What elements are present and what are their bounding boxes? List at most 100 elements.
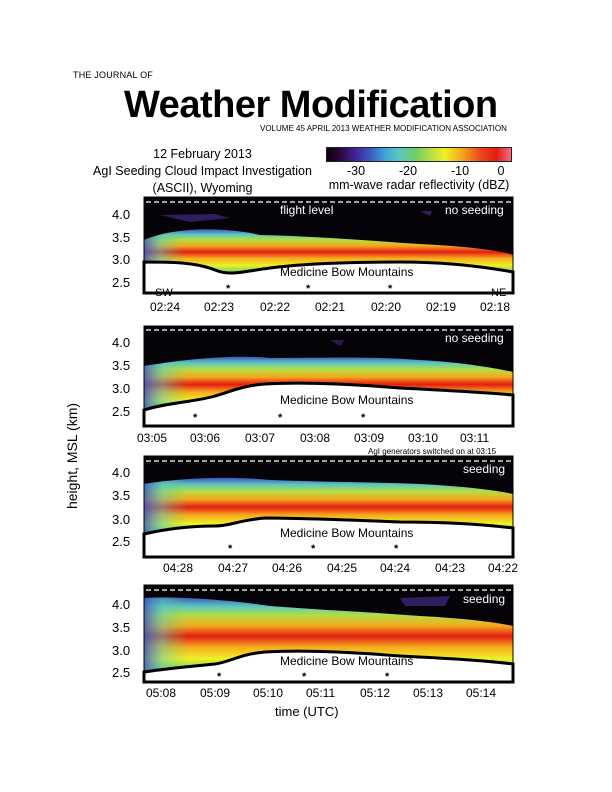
x-tick-label: 03:06 (190, 431, 220, 445)
seeding-marker: * (388, 283, 393, 295)
echo-tops (160, 211, 432, 222)
seeding-marker: * (385, 671, 390, 683)
panel-frame (143, 584, 514, 683)
colorbar-legend: -30 -20 -10 0 mm-wave radar reflectivity… (326, 147, 512, 192)
x-tick-label: 04:28 (163, 561, 193, 575)
x-tick-label: 03:05 (137, 431, 167, 445)
x-tick-label: 02:23 (204, 300, 234, 314)
colorbar-tick: 0 (497, 164, 505, 178)
y-tick-label: 4.0 (112, 207, 130, 222)
x-tick-label: 03:10 (408, 431, 438, 445)
x-tick-label: 03:07 (245, 431, 275, 445)
caption-date: 12 February 2013 (153, 147, 252, 161)
x-tick-label: 04:23 (435, 561, 465, 575)
colorbar-label: mm-wave radar reflectivity (dBZ) (328, 178, 510, 192)
x-tick-label: 04:27 (218, 561, 248, 575)
radar-panel-2: no seeding Medicine Bow Mountains * * * … (112, 325, 515, 456)
mountain-label: Medicine Bow Mountains (280, 526, 413, 540)
x-tick-label: 05:14 (466, 686, 496, 700)
x-tick-label: 02:20 (371, 300, 401, 314)
x-tick-label: 03:08 (300, 431, 330, 445)
x-tick-label: 05:13 (413, 686, 443, 700)
y-tick-label: 3.0 (112, 252, 130, 267)
x-tick-label: 02:18 (480, 300, 510, 314)
radar-panel-3: seeding Medicine Bow Mountains * * * 4.0… (112, 455, 518, 575)
colorbar-tick: -20 (398, 164, 418, 178)
echo-tops (330, 340, 345, 346)
generator-note: AgI generators switched on at 03:15 (368, 447, 497, 456)
flight-level-label: flight level (280, 203, 333, 217)
seeding-marker: * (226, 283, 231, 295)
terrain (142, 260, 515, 295)
y-tick-label: 3.0 (112, 381, 130, 396)
radar-panel-1: flight level no seeding Medicine Bow Mou… (112, 196, 515, 314)
colorbar-tick: -10 (450, 164, 470, 178)
x-tick-label: 05:11 (306, 686, 335, 700)
y-tick-label: 3.5 (112, 488, 130, 503)
y-tick-label: 3.5 (112, 358, 130, 373)
y-tick-label: 2.5 (112, 275, 130, 290)
y-tick-label: 4.0 (112, 465, 130, 480)
x-tick-label: 02:24 (150, 300, 180, 314)
figure-caption: 12 February 2013 AgI Seeding Cloud Impac… (80, 146, 325, 197)
seeding-marker: * (361, 412, 366, 424)
x-tick-label: 04:26 (272, 561, 302, 575)
seeding-marker: * (217, 671, 222, 683)
x-tick-label: 03:11 (460, 431, 489, 445)
x-tick-label: 02:22 (260, 300, 290, 314)
y-tick-label: 4.0 (112, 335, 130, 350)
y-tick-label: 4.0 (112, 597, 130, 612)
panel-frame (143, 455, 514, 558)
seeding-marker: * (311, 543, 316, 555)
terrain (142, 649, 515, 684)
caption-project: AgI Seeding Cloud Impact Investigation (93, 164, 312, 178)
y-tick-label: 2.5 (112, 404, 130, 419)
x-tick-label: 05:08 (146, 686, 176, 700)
x-tick-label: 05:10 (253, 686, 283, 700)
x-tick-label: 05:09 (200, 686, 230, 700)
seeding-label: seeding (463, 592, 505, 606)
seeding-marker: * (228, 543, 233, 555)
echo-tops (400, 596, 450, 606)
journal-prefix: THE JOURNAL OF (73, 70, 153, 80)
mountain-label: Medicine Bow Mountains (280, 265, 413, 279)
x-tick-label: 02:21 (315, 300, 345, 314)
x-tick-label: 02:19 (426, 300, 456, 314)
panel-frame (143, 196, 514, 294)
seeding-marker: * (302, 671, 307, 683)
colorbar-ticks: -30 -20 -10 0 (326, 162, 512, 180)
echo-edge (144, 477, 270, 534)
seeding-label: no seeding (445, 203, 504, 217)
mountain-label: Medicine Bow Mountains (280, 393, 413, 407)
y-tick-label: 3.5 (112, 230, 130, 245)
y-tick-label: 3.0 (112, 512, 130, 527)
echo-edge (144, 356, 270, 410)
radar-panel-4: seeding Medicine Bow Mountains * * * 4.0… (112, 584, 515, 700)
y-tick-label: 3.0 (112, 643, 130, 658)
seeding-label: seeding (463, 462, 505, 476)
x-tick-label: 05:12 (360, 686, 390, 700)
terrain (142, 516, 515, 559)
journal-title: Weather Modification (124, 84, 498, 126)
terrain (142, 381, 515, 428)
mountain-label: Medicine Bow Mountains (280, 654, 413, 668)
x-tick-label: 04:22 (488, 561, 518, 575)
panel-frame (143, 325, 514, 427)
seeding-marker: * (278, 412, 283, 424)
x-tick-label: 03:09 (354, 431, 384, 445)
echo-edge (144, 597, 270, 672)
x-tick-label: 04:24 (380, 561, 410, 575)
colorbar (326, 147, 512, 162)
seeding-label: no seeding (445, 331, 504, 345)
x-axis-label: time (UTC) (275, 704, 339, 719)
caption-location: (ASCII), Wyoming (152, 181, 253, 195)
seeding-marker: * (306, 283, 311, 295)
y-tick-label: 2.5 (112, 665, 130, 680)
volume-line: VOLUME 45 APRIL 2013 WEATHER MODIFICATIO… (260, 124, 507, 133)
x-tick-label: 04:25 (327, 561, 357, 575)
seeding-marker: * (193, 412, 198, 424)
y-tick-label: 3.5 (112, 620, 130, 635)
colorbar-tick: -30 (346, 164, 366, 178)
y-tick-label: 2.5 (112, 534, 130, 549)
